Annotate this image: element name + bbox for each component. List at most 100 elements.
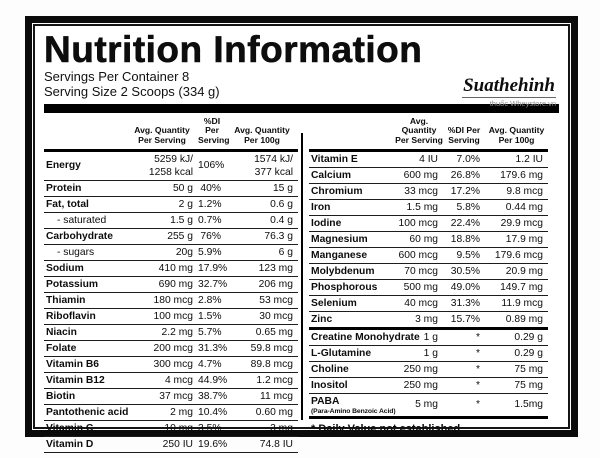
- page-title: Nutrition Information: [44, 29, 423, 70]
- nutrient-label-cell: Manganese: [311, 249, 368, 261]
- nutrient-label-cell: Chromium: [311, 185, 363, 197]
- di-value-cell: 15.7%: [450, 313, 480, 325]
- table-row: Inositol 250 mg * 75 mg: [309, 377, 548, 394]
- per-100g-value-cell: 0.60 mg: [255, 406, 293, 418]
- di-value-cell: 49.0%: [450, 281, 480, 293]
- nutrient-label-cell: Vitamin C: [46, 422, 94, 434]
- per-serving-value-cell: 50 g: [172, 182, 193, 194]
- table-row: Carbohydrate 255 g 76% 76.3 g: [44, 228, 298, 245]
- di-value-cell: 32.7%: [198, 278, 228, 290]
- table-row: - saturated 1.5 g 0.7% 0.4 g: [44, 212, 298, 229]
- watermark-subtext: thuốc Wheystore.vn: [489, 99, 556, 108]
- nutrient-label-cell: Iodine: [311, 217, 342, 229]
- di-value-cell: 5.8%: [456, 201, 480, 213]
- per-serving-value-cell: 33 mcg: [404, 185, 438, 197]
- di-value-cell: 18.8%: [450, 233, 480, 245]
- table-row: Zinc 3 mg 15.7% 0.89 mg: [309, 311, 548, 329]
- column-header-per-serving: Avg. Quantity Per Serving: [134, 125, 190, 145]
- per-serving-value-cell: 20g: [175, 246, 193, 258]
- table-row: Protein 50 g 40% 15 g: [44, 180, 298, 197]
- di-value-cell: 106%: [198, 160, 225, 172]
- per-serving-value-cell: 3 mg: [415, 313, 438, 325]
- per-100g-value-cell: 20.9 mg: [505, 265, 543, 277]
- column-header-di: %DI Per Serving: [447, 125, 481, 145]
- per-serving-value-cell: 250 mg: [403, 379, 438, 391]
- per-100g-value-cell: 74.8 IU: [259, 438, 293, 450]
- nutrient-label-cell: Vitamin B6: [46, 358, 100, 370]
- per-serving-value-cell: 1 g: [423, 331, 438, 343]
- di-value-cell: 31.3%: [450, 297, 480, 309]
- nutrient-label-cell: Biotin: [46, 390, 76, 402]
- table-row: Thiamin 180 mcg 2.8% 53 mcg: [44, 292, 298, 309]
- nutrient-label-cell: Calcium: [311, 169, 352, 181]
- nutrient-label-cell: Sodium: [46, 262, 84, 274]
- per-100g-value-cell: 30 mcg: [259, 310, 293, 322]
- di-value-cell: *: [475, 379, 480, 391]
- per-100g-value-cell: 149.7 mg: [500, 281, 543, 293]
- per-100g-value-cell: 75 mg: [514, 363, 543, 375]
- table-row: Iron 1.5 mg 5.8% 0.44 mg: [309, 199, 548, 216]
- table-row: Vitamin D 250 IU 19.6% 74.8 IU: [44, 436, 298, 453]
- per-serving-value-cell: 255 g: [167, 230, 193, 242]
- nutrition-table-right: Avg. Quantity Per Serving %DI Per Servin…: [309, 114, 548, 416]
- di-value-cell: 7.0%: [456, 153, 480, 165]
- di-value-cell: 1.2%: [198, 198, 222, 210]
- per-serving-value-cell: 1.5 mg: [406, 201, 438, 213]
- di-value-cell: 30.5%: [450, 265, 480, 277]
- per-serving-value-cell: 300 mcg: [153, 358, 194, 370]
- per-serving-value-cell: 100 mcg: [153, 310, 194, 322]
- per-100g-value-cell: 53 mcg: [259, 294, 293, 306]
- di-value-cell: *: [475, 347, 480, 359]
- per-serving-value-cell: 250 IU: [162, 438, 193, 450]
- per-100g-value-cell: 1.2 IU: [515, 153, 543, 165]
- per-100g-value-cell: 75 mg: [514, 379, 543, 391]
- table-row: Manganese 600 mcg 9.5% 179.6 mcg: [309, 247, 548, 264]
- nutrition-table-left: Avg. Quantity Per Serving %DI Per Servin…: [44, 114, 298, 453]
- nutrient-label-cell: Thiamin: [46, 294, 86, 306]
- nutrient-label-cell: Vitamin D: [46, 438, 94, 450]
- nutrient-label-cell: Vitamin B12: [46, 374, 105, 386]
- per-100g-value-cell: 179.6 mcg: [494, 249, 543, 261]
- per-serving-value-cell: 5259 kJ/ 1258 kcal: [148, 153, 193, 178]
- per-serving-value-cell: 2 g: [178, 198, 193, 210]
- per-serving-value-cell: 250 mg: [403, 363, 438, 375]
- table-row: Magnesium 60 mg 18.8% 17.9 mg: [309, 231, 548, 248]
- di-value-cell: 2.8%: [198, 294, 222, 306]
- per-100g-value-cell: 17.9 mg: [505, 233, 543, 245]
- column-header-per-100g: Avg. Quantity Per 100g: [488, 125, 545, 145]
- per-serving-value-cell: 2 mg: [170, 406, 193, 418]
- table-row: Calcium 600 mg 26.8% 179.6 mg: [309, 167, 548, 184]
- table-row: Selenium 40 mcg 31.3% 11.9 mcg: [309, 295, 548, 312]
- per-100g-value-cell: 0.4 g: [270, 214, 293, 226]
- per-serving-value-cell: 70 mcg: [404, 265, 438, 277]
- di-value-cell: 22.4%: [450, 217, 480, 229]
- nutrient-label-cell: Magnesium: [311, 233, 368, 245]
- table-row: - sugars 20g 5.9% 6 g: [44, 244, 298, 261]
- nutrient-label-cell: Iron: [311, 201, 331, 213]
- per-serving-value-cell: 410 mg: [158, 262, 193, 274]
- left-table-header: Avg. Quantity Per Serving %DI Per Servin…: [44, 114, 298, 151]
- per-serving-value-cell: 600 mg: [403, 169, 438, 181]
- table-row: Energy 5259 kJ/ 1258 kcal 106% 1574 kJ/ …: [44, 150, 298, 181]
- per-100g-value-cell: 29.9 mcg: [500, 217, 543, 229]
- per-serving-value-cell: 2.2 mg: [161, 326, 193, 338]
- per-serving-value-cell: 4 IU: [419, 153, 438, 165]
- table-row: Molybdenum 70 mcg 30.5% 20.9 mg: [309, 263, 548, 280]
- per-serving-value-cell: 37 mcg: [159, 390, 193, 402]
- right-table-header: Avg. Quantity Per Serving %DI Per Servin…: [309, 114, 548, 151]
- table-row: Vitamin C 10 mg 3.5% 3 mg: [44, 420, 298, 437]
- nutrient-label-cell: Zinc: [311, 313, 333, 325]
- per-100g-value-cell: 0.65 mg: [255, 326, 293, 338]
- per-100g-value-cell: 3 mg: [270, 422, 293, 434]
- di-value-cell: 38.7%: [198, 390, 228, 402]
- nutrient-label-cell: Riboflavin: [46, 310, 96, 322]
- di-value-cell: 76%: [200, 230, 221, 242]
- per-100g-value-cell: 76.3 g: [264, 230, 293, 242]
- nutrient-label-cell: Molybdenum: [311, 265, 375, 277]
- nutrient-label-cell: Choline: [311, 363, 349, 375]
- per-100g-value-cell: 1.5mg: [514, 399, 543, 411]
- per-serving-value-cell: 100 mcg: [398, 217, 439, 229]
- table-row: Creatine Monohydrate 1 g * 0.29 g: [309, 328, 548, 346]
- di-value-cell: 17.2%: [450, 185, 480, 197]
